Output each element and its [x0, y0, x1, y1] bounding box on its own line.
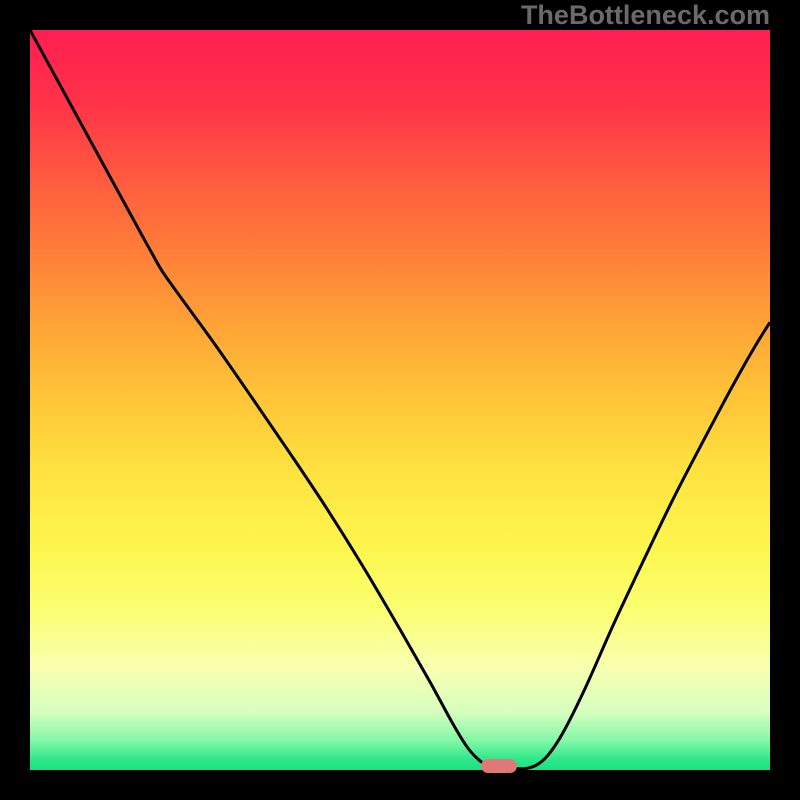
watermark-text: TheBottleneck.com [521, 0, 770, 31]
optimal-point-marker [481, 759, 517, 773]
bottleneck-curve [30, 30, 770, 770]
chart-container: TheBottleneck.com [0, 0, 800, 800]
chart-plot-area [30, 30, 770, 770]
